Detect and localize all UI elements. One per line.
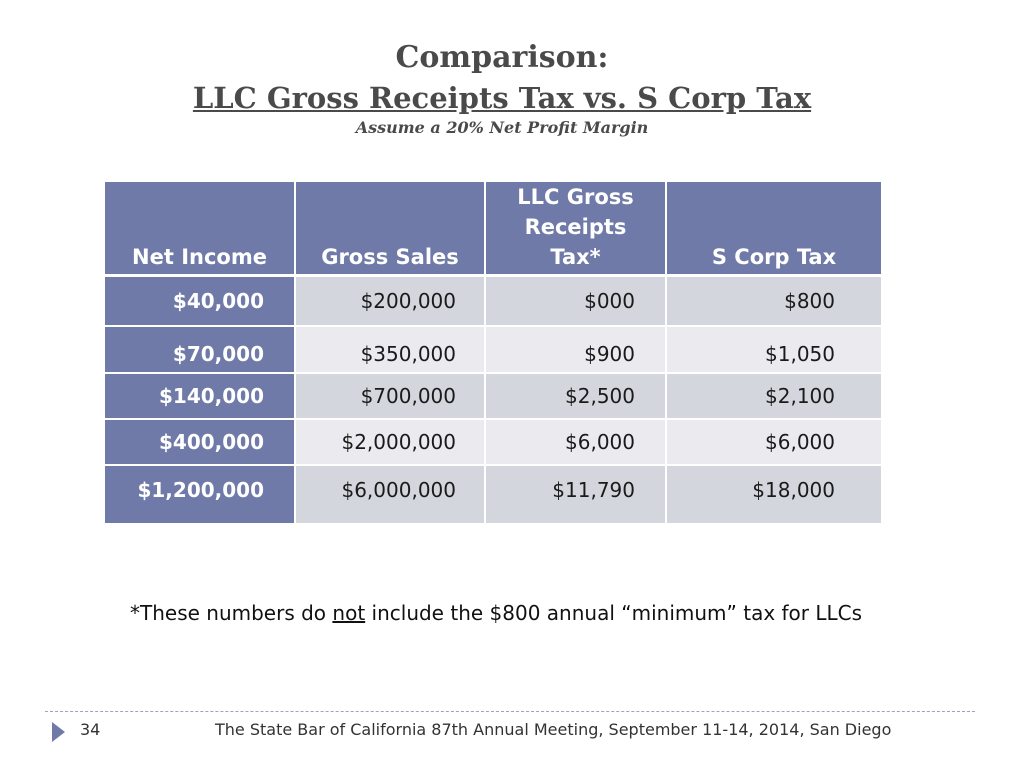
footnote: *These numbers do not include the $800 a… — [130, 598, 870, 629]
gross-sales-cell: $350,000 — [294, 324, 485, 373]
s-corp-tax-cell: $6,000 — [665, 417, 881, 465]
table-row: $140,000 $700,000 $2,500 $2,100 — [105, 371, 881, 419]
table-row: $1,200,000 $6,000,000 $11,790 $18,000 — [105, 463, 881, 523]
gross-sales-cell: $2,000,000 — [294, 417, 485, 465]
header-net-income: Net Income — [105, 182, 295, 276]
footnote-emphasis: not — [332, 601, 366, 625]
triangle-bullet-icon — [52, 722, 65, 742]
footnote-text-after: include the $800 annual “minimum” tax fo… — [365, 601, 863, 625]
net-income-cell: $40,000 — [105, 274, 295, 326]
gross-sales-cell: $700,000 — [294, 371, 485, 419]
table-row: $40,000 $200,000 $000 $800 — [105, 274, 881, 326]
gross-sales-cell: $6,000,000 — [294, 463, 485, 523]
tax-comparison-table: Net Income Gross Sales LLC Gross Receipt… — [105, 182, 881, 523]
slide-title-main: LLC Gross Receipts Tax vs. S Corp Tax — [192, 81, 812, 115]
slide-title: Comparison: — [395, 40, 609, 75]
llc-tax-cell: $2,500 — [484, 371, 666, 419]
header-gross-sales: Gross Sales — [294, 182, 485, 276]
s-corp-tax-cell: $2,100 — [665, 371, 881, 419]
s-corp-tax-cell: $1,050 — [665, 324, 881, 373]
footnote-text-before: *These numbers do — [130, 601, 333, 625]
net-income-cell: $1,200,000 — [105, 463, 295, 523]
gross-sales-cell: $200,000 — [294, 274, 485, 326]
header-llc-gross-receipts-tax: LLC Gross Receipts Tax* — [484, 182, 666, 276]
net-income-cell: $400,000 — [105, 417, 295, 465]
s-corp-tax-cell: $800 — [665, 274, 881, 326]
llc-tax-cell: $11,790 — [484, 463, 666, 523]
table-row: $70,000 $350,000 $900 $1,050 — [105, 324, 881, 373]
table-row: $400,000 $2,000,000 $6,000 $6,000 — [105, 417, 881, 465]
llc-tax-cell: $900 — [484, 324, 666, 373]
page-number: 34 — [80, 720, 101, 739]
footer-text: The State Bar of California 87th Annual … — [215, 720, 892, 739]
llc-tax-cell: $000 — [484, 274, 666, 326]
footer-divider — [45, 711, 975, 712]
slide-title-block: Comparison: LLC Gross Receipts Tax vs. S… — [0, 38, 1004, 137]
net-income-cell: $70,000 — [105, 324, 295, 373]
net-income-cell: $140,000 — [105, 371, 295, 419]
s-corp-tax-cell: $18,000 — [665, 463, 881, 523]
table-header-row: Net Income Gross Sales LLC Gross Receipt… — [105, 182, 881, 276]
header-s-corp-tax: S Corp Tax — [665, 182, 881, 276]
slide-subtitle: Assume a 20% Net Profit Margin — [355, 118, 649, 137]
llc-tax-cell: $6,000 — [484, 417, 666, 465]
